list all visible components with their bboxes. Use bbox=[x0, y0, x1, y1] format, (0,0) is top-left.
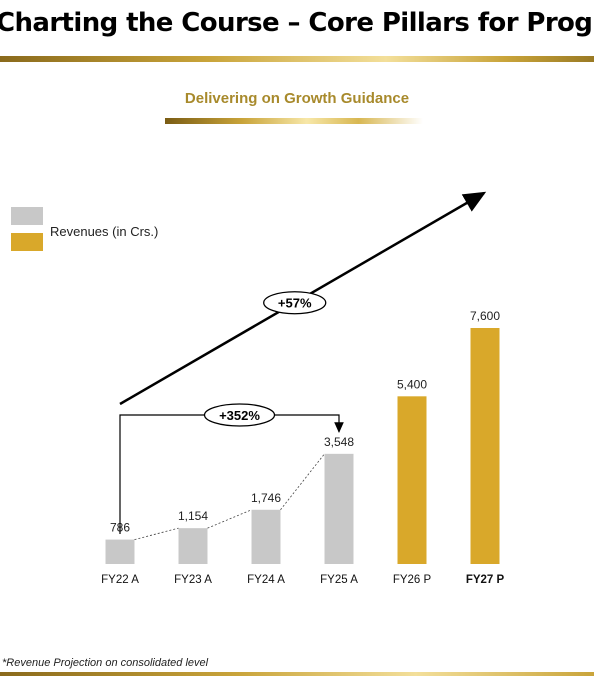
bar-fy26-p bbox=[397, 396, 427, 564]
x-tick-label: FY23 A bbox=[174, 574, 212, 586]
growth-bracket bbox=[119, 414, 344, 534]
data-label: 7,600 bbox=[470, 309, 500, 323]
bar-fy22-a bbox=[105, 539, 135, 564]
growth-label: +352% bbox=[219, 408, 260, 423]
data-label: 1,746 bbox=[251, 491, 281, 505]
growth-badge bbox=[203, 403, 276, 427]
bar-fy27-p bbox=[470, 328, 500, 564]
x-tick-label: FY22 A bbox=[101, 574, 139, 586]
trend-connector bbox=[280, 453, 325, 511]
chart-subtitle: Delivering on Growth Guidance bbox=[184, 90, 410, 107]
cagr-label: +57% bbox=[278, 296, 312, 311]
subtitle-underline bbox=[165, 118, 423, 124]
legend-swatch-actual bbox=[11, 207, 43, 225]
x-tick-label: FY27 P bbox=[466, 574, 505, 586]
x-tick-label: FY25 A bbox=[320, 574, 358, 586]
title-underline bbox=[0, 56, 594, 62]
footnote: *Revenue Projection on consolidated leve… bbox=[2, 657, 209, 669]
data-label: 1,154 bbox=[178, 509, 208, 523]
bar-fy25-a bbox=[324, 453, 354, 564]
data-label: 3,548 bbox=[324, 435, 354, 449]
page-title: Charting the Course – Core Pillars for P… bbox=[0, 8, 594, 38]
data-label: 5,400 bbox=[397, 377, 427, 391]
x-tick-label: FY24 A bbox=[247, 574, 285, 586]
trend-connector bbox=[207, 509, 252, 529]
legend-swatch-projected bbox=[11, 233, 43, 251]
footer-rule bbox=[0, 672, 594, 676]
bar-fy24-a bbox=[251, 509, 281, 564]
cagr-badge bbox=[263, 291, 327, 315]
bar-fy23-a bbox=[178, 528, 208, 564]
x-tick-label: FY26 P bbox=[393, 574, 432, 586]
legend-label: Revenues (in Crs.) bbox=[50, 224, 159, 239]
trend-connector bbox=[134, 527, 179, 540]
